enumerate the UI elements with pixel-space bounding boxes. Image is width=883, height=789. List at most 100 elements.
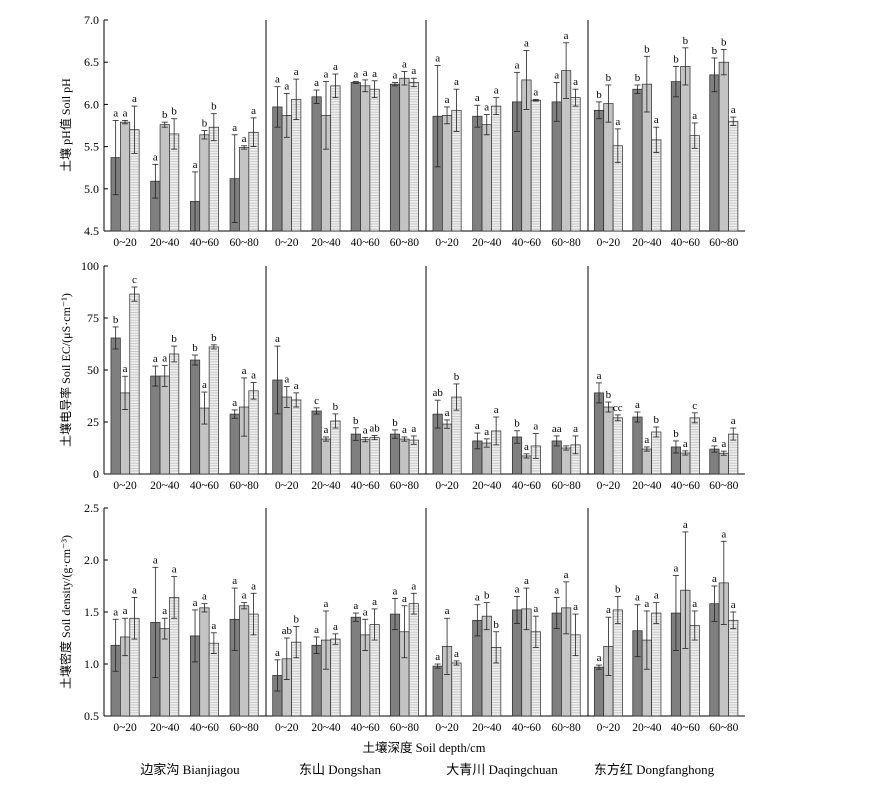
ph-site1-depth2-series3-significance-letter: b — [171, 106, 177, 118]
ec-site1-depth4-series1-significance-letter: a — [232, 397, 237, 409]
density-site2-depth4-series1-significance-letter: a — [393, 585, 398, 597]
density-site3-depth1-series1-bar — [432, 665, 443, 717]
ec-site2-depth4-series2-significance-letter: a — [402, 424, 407, 436]
ec-site4-depth4-series2-bar — [718, 452, 729, 475]
ph-y-axis-title: 土壤 pH值 Soil pH — [58, 78, 73, 172]
density-site2-depth2-series1-bar — [311, 644, 322, 717]
density-site4-depth1-series1-significance-letter: a — [597, 652, 602, 664]
density-panel: 土壤密度 Soil density/(g·cm⁻³) 0.5 1.0 1.5 2.0 2.… — [58, 501, 745, 734]
ec-site1-depth3-series1-bar — [189, 359, 201, 475]
density-site1-depth1-series2-significance-letter: a — [123, 605, 128, 617]
ph-site4-depth1-series1-bar — [593, 109, 605, 232]
ec-site2-depth4-series3-significance-letter: a — [411, 423, 416, 435]
ph-site4-depth2-series1-bar — [632, 88, 643, 232]
ec-site3-depth3-series2-significance-letter: a — [524, 441, 529, 453]
ph-site3-depth3-series3-bar — [530, 99, 541, 232]
density-site2-depth1-series1-significance-letter: a — [275, 647, 280, 659]
ph-site2-depth4-series1-significance-letter: a — [393, 69, 398, 81]
density-site4-depth4-series1-significance-letter: a — [712, 573, 717, 585]
ph-x-tick-label: 60~80 — [390, 237, 419, 249]
ec-site1-depth1-series1-significance-letter: b — [113, 314, 119, 326]
ph-site2-depth3-series2-significance-letter: a — [363, 67, 368, 79]
density-x-tick-label: 40~60 — [190, 722, 219, 734]
ec-site2-depth4-series1-bar — [389, 433, 401, 475]
density-site1-depth3-series1-significance-letter: a — [193, 597, 198, 609]
ph-site2-depth2-series2-significance-letter: a — [324, 69, 329, 81]
ec-site3-depth2-series1-significance-letter: a — [475, 420, 480, 432]
ph-site3-depth4-series2-significance-letter: a — [564, 30, 569, 42]
ec-site3-depth1-series2-bar — [442, 423, 453, 475]
ph-site1-depth1-series3-significance-letter: a — [132, 93, 137, 105]
ec-site2-depth1-series3-bar — [291, 399, 302, 475]
density-site1-depth2-series1-significance-letter: a — [153, 554, 158, 566]
density-site4-depth4-series3-significance-letter: a — [731, 599, 736, 611]
ph-site3-depth4-series3-significance-letter: a — [573, 76, 578, 88]
ec-site4-depth2-series1-significance-letter: a — [635, 399, 640, 411]
ec-site2-depth2-series1-bar — [311, 410, 322, 475]
ec-site3-depth3-series1-significance-letter: b — [514, 418, 520, 430]
ph-site2-depth4-series3-significance-letter: a — [411, 65, 416, 77]
ec-site1-depth4-series3-significance-letter: a — [251, 369, 256, 381]
ec-x-tick-label: 0~20 — [275, 480, 299, 492]
ph-site4-depth2-series2-significance-letter: b — [644, 43, 650, 55]
density-x-tick-label: 60~80 — [709, 722, 738, 734]
ec-site3-depth4-series3-significance-letter: a — [573, 423, 578, 435]
density-y-axis-title: 土壤密度 Soil density/(g·cm⁻³) — [58, 535, 73, 689]
density-site2-depth2-series2-significance-letter: a — [324, 598, 329, 610]
ec-site4-depth2-series3-significance-letter: b — [654, 414, 660, 426]
ec-x-tick-label: 40~60 — [190, 480, 219, 492]
ph-site2-depth2-series3-significance-letter: a — [333, 61, 338, 73]
ec-site1-depth4-series2-significance-letter: a — [242, 365, 247, 377]
ph-site2-depth3-series1-bar — [350, 82, 361, 232]
density-site3-depth4-series3-significance-letter: a — [573, 601, 578, 613]
density-site1-depth3-series3-bar — [208, 642, 219, 717]
ph-site4-depth3-series1-bar — [670, 81, 681, 232]
ph-site3-depth4-series1-significance-letter: a — [554, 69, 559, 81]
ec-site4-depth3-series3-bar — [689, 417, 700, 475]
ph-site4-depth2-series1-significance-letter: b — [635, 72, 641, 84]
ec-panel: 土壤电导率 Soil EC/(μS·cm⁻¹)02550751000~20bac… — [58, 259, 745, 492]
ec-site4-depth1-series2-bar — [603, 406, 614, 475]
density-y-tick-label: 2.0 — [84, 553, 99, 567]
ec-y-tick-label: 50 — [87, 363, 99, 377]
density-x-tick-label: 20~40 — [150, 722, 179, 734]
density-site3-depth1-series3-significance-letter: a — [454, 648, 459, 660]
ph-x-tick-label: 20~40 — [632, 237, 661, 249]
density-x-tick-label: 0~20 — [597, 722, 621, 734]
ec-site3-depth2-series2-significance-letter: a — [484, 426, 489, 438]
ph-site1-depth4-series3-bar — [248, 131, 259, 232]
ec-site2-depth4-series2-bar — [399, 438, 410, 475]
ec-site1-depth2-series2-bar — [159, 375, 170, 475]
density-site3-depth4-series2-significance-letter: a — [564, 569, 569, 581]
density-site4-depth3-series1-significance-letter: a — [673, 563, 678, 575]
ph-site2-depth3-series3-significance-letter: a — [372, 68, 377, 80]
ph-y-tick-label: 7.0 — [84, 13, 99, 27]
density-y-tick-label: 1.5 — [84, 605, 99, 619]
ph-site2-depth1-series2-significance-letter: a — [284, 80, 289, 92]
ph-site3-depth2-series1-bar — [472, 115, 483, 232]
density-x-tick-label: 20~40 — [632, 722, 661, 734]
ec-x-tick-label: 0~20 — [113, 480, 137, 492]
density-site2-depth4-series2-significance-letter: a — [402, 593, 407, 605]
ph-site4-depth1-series1-significance-letter: b — [596, 89, 602, 101]
ph-x-tick-label: 40~60 — [512, 237, 541, 249]
ph-site1-depth4-series2-bar — [239, 147, 250, 232]
ph-x-tick-label: 60~80 — [552, 237, 581, 249]
ec-site1-depth1-series2-significance-letter: a — [123, 363, 128, 375]
ph-site4-depth1-series2-bar — [603, 103, 614, 232]
ph-site1-depth3-series2-significance-letter: b — [202, 118, 208, 130]
ph-site4-depth4-series3-bar — [728, 120, 739, 232]
ph-y-tick-label: 6.0 — [84, 97, 99, 111]
ph-x-tick-label: 40~60 — [351, 237, 380, 249]
density-site3-depth3-series1-significance-letter: a — [515, 583, 520, 595]
density-site2-depth1-series3-significance-letter: b — [293, 614, 299, 626]
ec-site4-depth1-series1-bar — [593, 392, 605, 475]
ec-site2-depth2-series2-significance-letter: a — [324, 424, 329, 436]
ec-x-tick-label: 20~40 — [311, 480, 340, 492]
ec-site2-depth2-series3-significance-letter: b — [333, 401, 339, 413]
ec-site4-depth2-series3-bar — [651, 431, 662, 475]
ph-site3-depth1-series2-significance-letter: a — [445, 94, 450, 106]
density-site4-depth1-series3-significance-letter: b — [615, 583, 621, 595]
density-site2-depth4-series3-significance-letter: a — [411, 580, 416, 592]
ec-site2-depth1-series2-significance-letter: a — [284, 374, 289, 386]
